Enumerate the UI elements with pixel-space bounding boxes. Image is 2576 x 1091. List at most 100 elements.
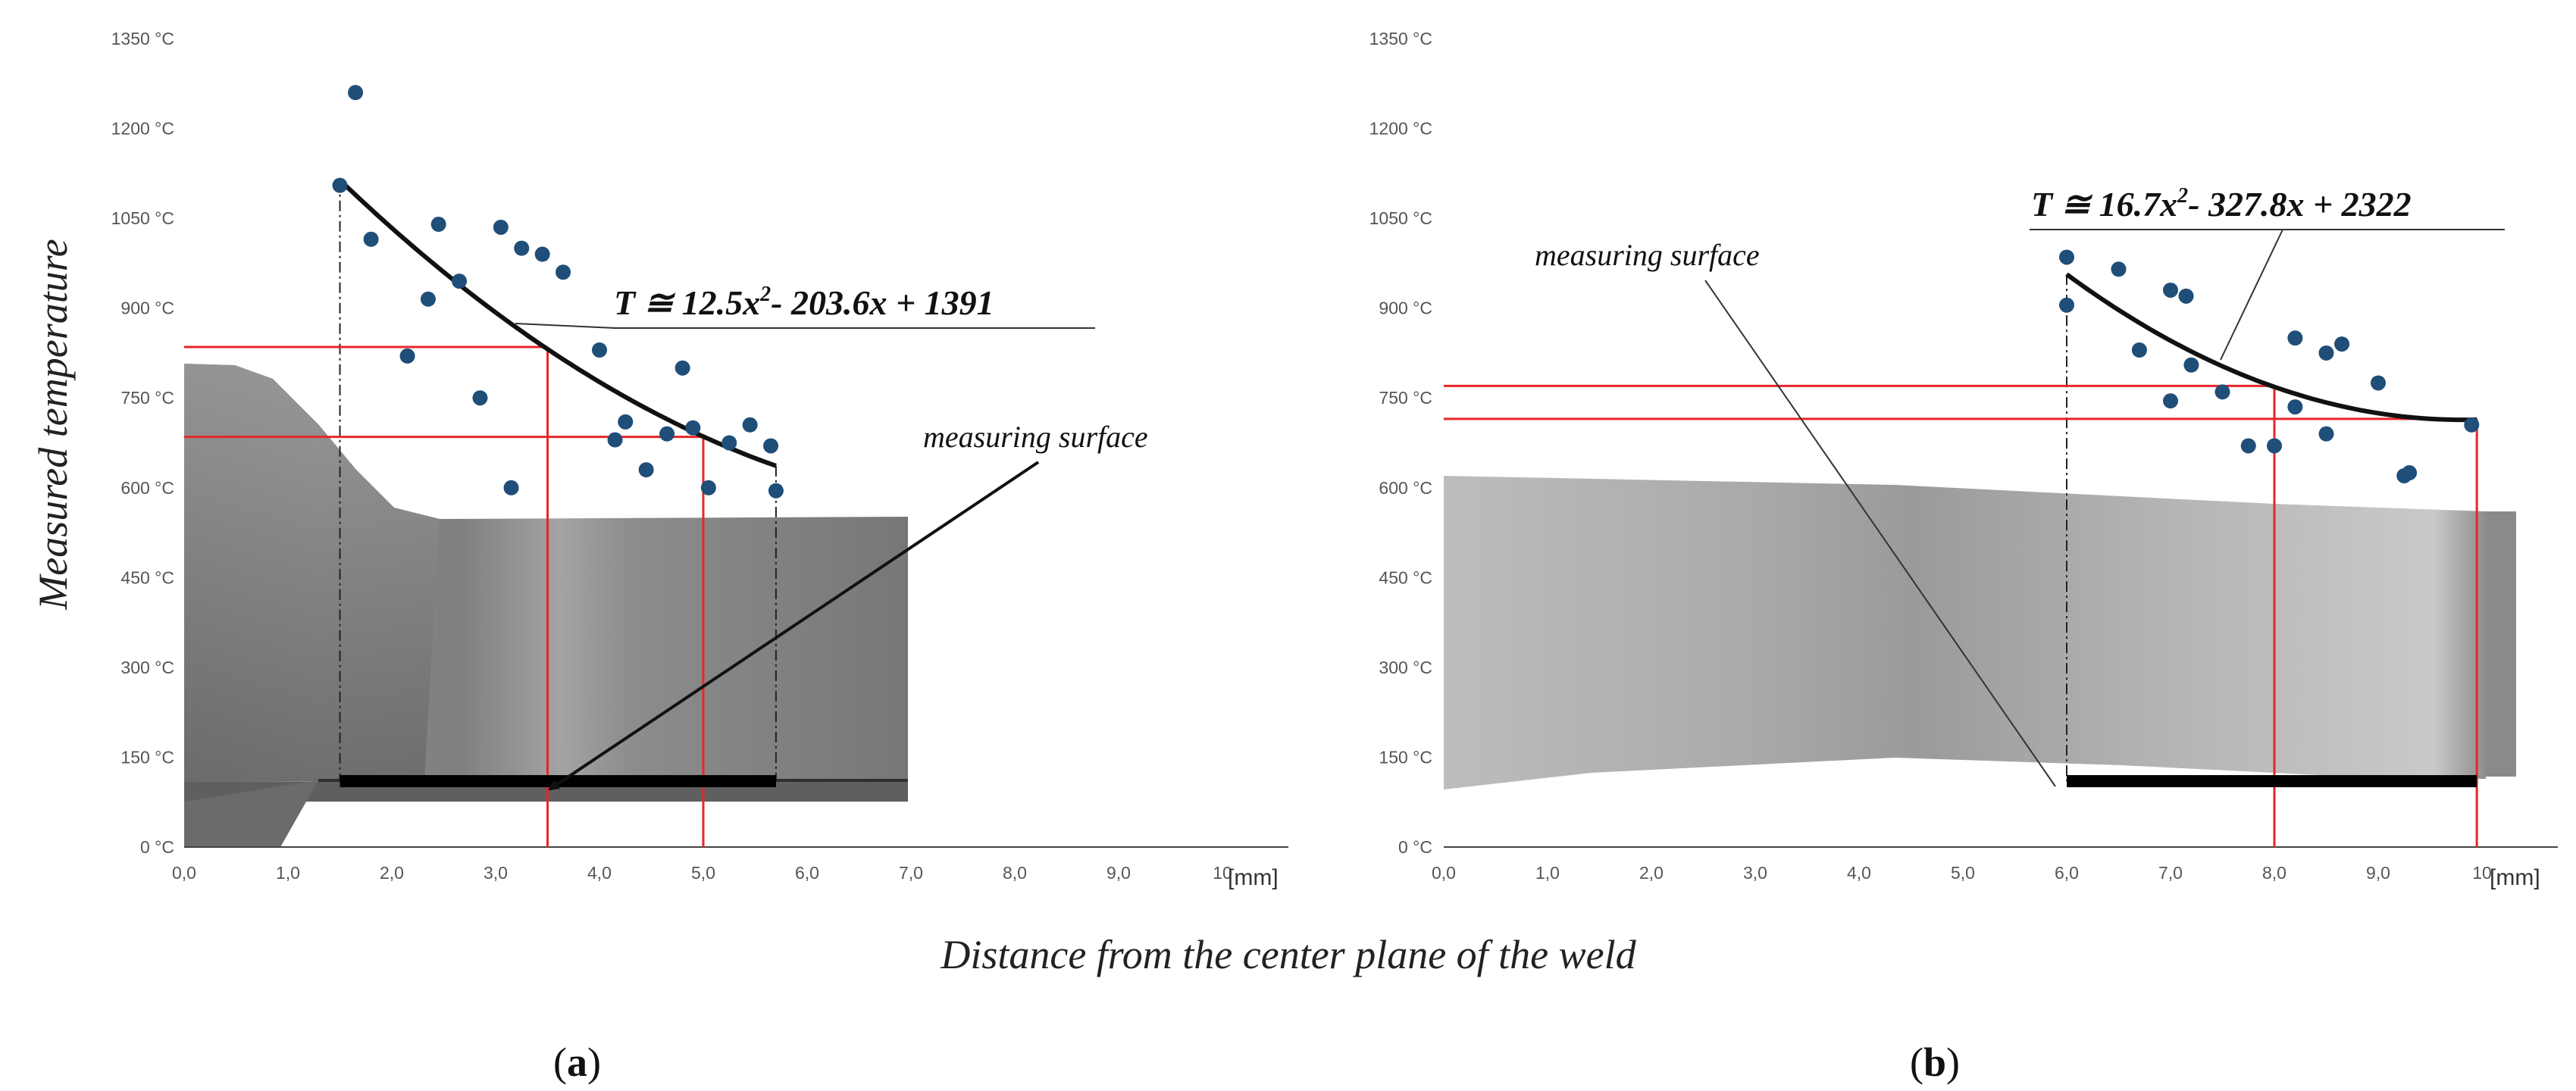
panel-a-equation: T ≅ 12.5x2- 203.6x + 1391	[515, 283, 1095, 329]
panel-b-data-point	[2318, 426, 2334, 442]
panel-b-data-point	[2131, 342, 2147, 358]
panel-b-annotation-text: measuring surface	[1535, 238, 1760, 272]
panel-b-y-tick-label: 750 °C	[1379, 388, 1432, 408]
panel-a-annotation-text: measuring surface	[923, 420, 1148, 454]
panel-b-y-tick-label: 300 °C	[1379, 658, 1432, 677]
panel-a-x-tick-label: 10	[1213, 863, 1232, 883]
panel-b-x-tick-label: 9,0	[2366, 863, 2390, 883]
panel-a-data-point	[452, 274, 468, 289]
panel-b-fit-curve	[2065, 272, 2477, 423]
panel-a-data-point	[607, 432, 623, 448]
panel-b-weld-photo	[1444, 476, 2516, 789]
panel-b-y-tick-label: 450 °C	[1379, 567, 1432, 587]
panel-b-guide-lines	[1444, 274, 2478, 847]
panel-b-data-point	[2334, 336, 2350, 352]
panel-a-y-tick-label: 300 °C	[121, 658, 174, 677]
panel-a-data-point	[763, 438, 779, 454]
panel-b-eq-exp: 2	[2177, 184, 2188, 208]
panel-b-x-tick-label: 1,0	[1535, 863, 1560, 883]
panel-a-data-point	[514, 240, 530, 256]
panel-a-x-unit: [mm]	[1228, 865, 1279, 890]
panel-b-data-point	[2178, 288, 2194, 304]
panel-b-y-tick-label: 150 °C	[1379, 747, 1432, 767]
panel-b-axes: 0 °C 150 °C 300 °C 450 °C 600 °C 750 °C 900 °C…	[1369, 29, 2558, 883]
panel-b-eq-prefix: T ≅ 16.7x	[2031, 185, 2177, 224]
panel-a-x-tick-label: 4,0	[587, 863, 612, 883]
panel-b-y-tick-label: 1350 °C	[1369, 29, 1432, 48]
panel-b-data-point	[2267, 438, 2282, 454]
panel-b-data-point	[2402, 465, 2418, 481]
panel-a-eq-suffix: - 203.6x + 1391	[771, 283, 994, 322]
panel-a-x-tick-label: 9,0	[1106, 863, 1131, 883]
panel-b-data-point	[2464, 417, 2480, 433]
panel-a-y-tick-label: 1050 °C	[111, 208, 174, 228]
panel-a-y-tick-label: 1350 °C	[111, 29, 174, 48]
panel-a-x-tick-label: 6,0	[795, 863, 819, 883]
panel-a-data-points	[332, 85, 784, 499]
panel-a-eq-prefix: T ≅ 12.5x	[614, 283, 760, 322]
panel-a-y-tick-label: 600 °C	[121, 478, 174, 498]
panel-a-data-point	[556, 264, 571, 280]
panel-a-x-tick-label: 2,0	[380, 863, 404, 883]
panel-b-x-tick-label: 0,0	[1432, 863, 1456, 883]
panel-a-data-point	[618, 414, 634, 430]
panel-b-data-point	[2214, 384, 2230, 400]
panel-b-data-point	[2111, 261, 2127, 277]
panel-a-y-tick-label: 1200 °C	[111, 119, 174, 139]
panel-a-data-point	[659, 426, 675, 442]
panel-b-x-tick-label: 5,0	[1951, 863, 1975, 883]
panel-a-data-point	[742, 417, 758, 433]
panel-b-annotation: measuring surface	[1535, 238, 2056, 787]
panel-a-data-point	[700, 480, 716, 495]
panel-b-data-point	[2287, 399, 2303, 415]
panel-a-y-tick-label: 450 °C	[121, 567, 174, 587]
panel-a-data-point	[399, 348, 415, 364]
panel-b-data-point	[2287, 330, 2303, 346]
panel-a-data-point	[332, 177, 348, 193]
panel-a-data-point	[592, 342, 607, 358]
panel-b-y-tick-label: 1050 °C	[1369, 208, 1432, 228]
panel-a-y-tick-label: 0 °C	[140, 837, 174, 857]
panel-b-x-unit: [mm]	[2490, 865, 2540, 890]
panel-b-measuring-surface-bar	[2067, 775, 2477, 788]
panel-a-eq-exp: 2	[759, 283, 771, 306]
panel-a-x-tick-label: 5,0	[691, 863, 715, 883]
panel-a-data-point	[430, 217, 446, 233]
panel-b-data-point	[2059, 297, 2074, 313]
panel-a-data-point	[685, 420, 701, 436]
panel-b-data-point	[2059, 249, 2074, 265]
panel-b-data-point	[2183, 357, 2199, 373]
panel-b-y-tick-label: 0 °C	[1398, 837, 1432, 857]
panel-b-data-point	[2371, 375, 2386, 391]
panel-b-x-tick-label: 10	[2472, 863, 2492, 883]
panel-a-data-point	[363, 231, 379, 247]
panel-a-data-point	[721, 435, 737, 451]
panel-b-x-tick-label: 8,0	[2262, 863, 2286, 883]
panel-b-label: (b)	[1910, 1039, 1960, 1085]
panel-a-data-point	[638, 462, 654, 478]
panel-b-equation: T ≅ 16.7x2- 327.8x + 2322	[2030, 184, 2505, 361]
panel-b-x-tick-label: 7,0	[2158, 863, 2183, 883]
panel-a-x-tick-label: 3,0	[484, 863, 508, 883]
panel-a-y-tick-label: 150 °C	[121, 747, 174, 767]
panel-b-data-point	[2240, 438, 2256, 454]
panel-a-data-point	[503, 480, 519, 495]
panel-a-data-point	[348, 85, 364, 101]
panel-b-eq-suffix: - 327.8x + 2322	[2188, 185, 2412, 224]
panel-b-data-point	[2163, 393, 2178, 409]
panel-b-x-tick-label: 6,0	[2055, 863, 2079, 883]
panel-b-data-point	[2318, 345, 2334, 361]
panel-a-data-point	[420, 291, 436, 307]
panel-a-x-tick-label: 1,0	[276, 863, 300, 883]
panel-b-chart: 0 °C 150 °C 300 °C 450 °C 600 °C 750 °C 900 °C…	[1369, 29, 2558, 1085]
panel-b-y-tick-label: 900 °C	[1379, 299, 1432, 318]
panel-a-data-point	[534, 246, 550, 262]
panel-b-x-tick-label: 3,0	[1743, 863, 1767, 883]
panel-a-fit-curve	[338, 178, 777, 468]
y-axis-label: Measured temperature	[30, 239, 76, 610]
x-axis-label: Distance from the center plane of the we…	[940, 932, 1636, 977]
panel-b-y-tick-label: 1200 °C	[1369, 119, 1432, 139]
panel-a-data-point	[493, 219, 509, 235]
panel-a-data-point	[675, 360, 690, 376]
